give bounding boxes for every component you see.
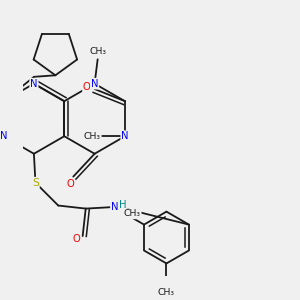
Text: N: N (111, 202, 118, 212)
Text: N: N (0, 131, 7, 141)
Text: N: N (121, 131, 129, 141)
Text: O: O (83, 82, 91, 92)
Text: O: O (72, 234, 80, 244)
Text: O: O (66, 179, 74, 189)
Text: S: S (32, 178, 39, 188)
Text: H: H (119, 200, 127, 210)
Text: CH₃: CH₃ (84, 132, 101, 141)
Text: N: N (91, 79, 98, 89)
Text: CH₃: CH₃ (124, 209, 141, 218)
Text: CH₃: CH₃ (89, 47, 106, 56)
Text: CH₃: CH₃ (158, 288, 175, 297)
Text: N: N (30, 79, 38, 89)
